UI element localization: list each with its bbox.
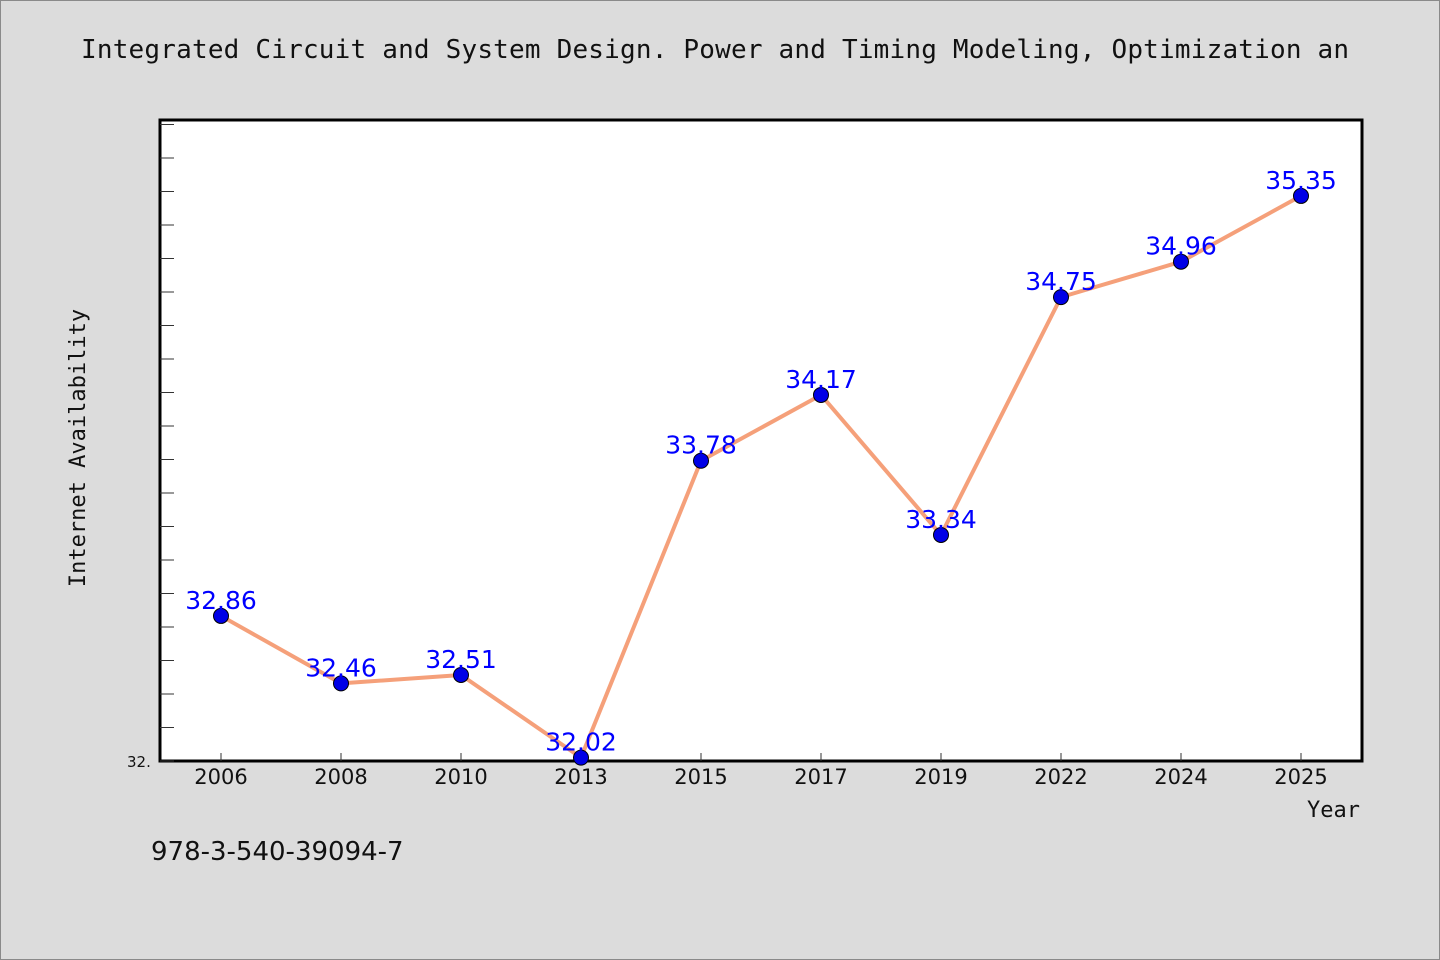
x-tick-label: 2008: [314, 765, 367, 789]
points-layer: [213, 187, 1309, 766]
plot-area: [158, 118, 1364, 763]
data-point: [1173, 253, 1189, 270]
data-labels-layer: 32.86 32.46 32.51 32.02 33.78 34.17 33.34 34.75…: [185, 166, 1337, 757]
x-tick-label: 2013: [554, 765, 607, 789]
x-tick-label: 2017: [794, 765, 847, 789]
x-tick-label: 2022: [1034, 765, 1087, 789]
data-point: [933, 526, 949, 543]
data-label: 35.35: [1265, 166, 1337, 195]
x-tick-label: 2010: [434, 765, 487, 789]
data-point: [813, 386, 829, 403]
data-label: 33.34: [905, 505, 977, 534]
data-point: [1293, 187, 1309, 204]
data-label: 32.46: [305, 653, 377, 682]
x-tick-label: 2019: [914, 765, 967, 789]
series-layer: [220, 194, 1302, 760]
data-point: [573, 749, 589, 766]
x-tick-label: 2015: [674, 765, 727, 789]
series-line: [220, 194, 1302, 760]
x-axis-label: Year: [1307, 798, 1360, 823]
y-axis-label: Internet Availability: [66, 309, 91, 587]
y-tick-label: 32.: [127, 753, 151, 771]
data-point: [693, 452, 709, 469]
data-point: [213, 607, 229, 624]
data-label: 34.75: [1025, 267, 1097, 296]
data-point: [453, 666, 469, 683]
chart-title: Integrated Circuit and System Design. Po…: [81, 35, 1350, 65]
data-label: 32.51: [425, 645, 497, 674]
data-point: [333, 675, 349, 692]
x-tick-label: 2024: [1154, 765, 1207, 789]
data-label: 34.17: [785, 365, 857, 394]
x-axis-tick-labels: 2006 2008 2010 2013 2015 2017 2019 2022 2024 2025: [194, 765, 1327, 789]
x-tick-label: 2025: [1274, 765, 1327, 789]
isbn-text: 978-3-540-39094-7: [151, 837, 404, 867]
data-label: 32.86: [185, 586, 257, 615]
data-label: 33.78: [665, 431, 737, 460]
y-axis-ticks: [160, 124, 174, 762]
data-label: 32.02: [545, 728, 617, 757]
x-tick-label: 2006: [194, 765, 247, 789]
data-point: [1053, 289, 1069, 306]
data-label: 34.96: [1145, 232, 1217, 261]
